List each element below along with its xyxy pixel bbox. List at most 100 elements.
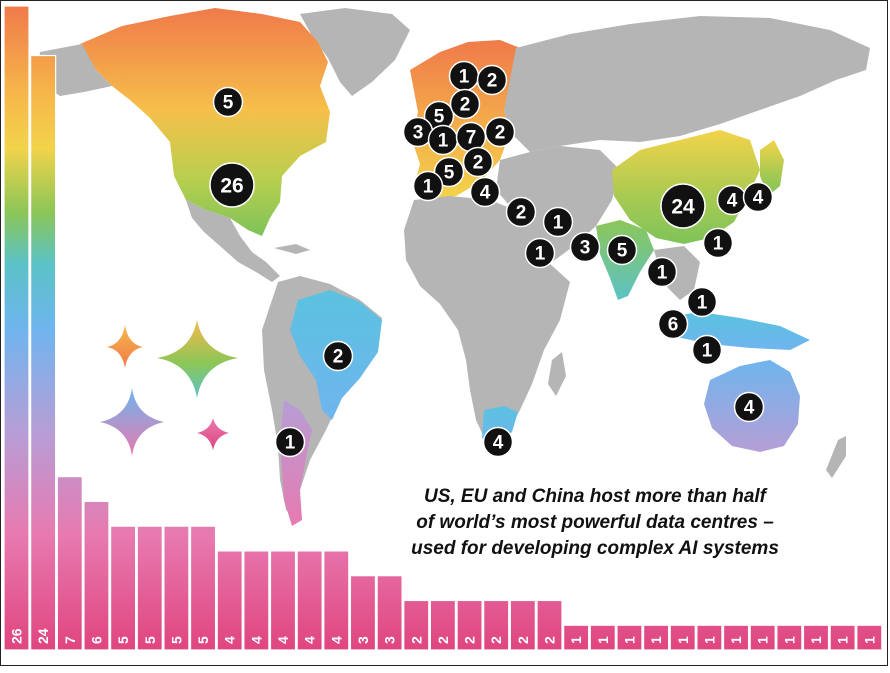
bar-argentina — [563, 624, 590, 651]
map-marker-value: 2 — [460, 95, 471, 116]
bar-value-label: 24 — [35, 628, 51, 644]
bar-south-korea — [349, 575, 377, 651]
map-marker-value: 24 — [671, 196, 695, 219]
bar-japan — [243, 550, 270, 651]
map-marker-value: 26 — [220, 175, 243, 198]
map-marker — [412, 170, 444, 202]
bar-value-label: 2 — [542, 636, 558, 644]
map-marker-value: 4 — [480, 183, 491, 204]
bar-singapore — [749, 624, 776, 651]
bar-value-label: 1 — [648, 636, 664, 644]
bar-value-label: 1 — [568, 636, 584, 644]
bar-value-label: 3 — [355, 636, 371, 644]
map-marker-value: 2 — [487, 71, 498, 92]
land-greenland — [300, 8, 410, 96]
bar-value-label: 6 — [88, 636, 104, 644]
map-marker — [476, 64, 508, 96]
bar-italy — [323, 550, 350, 651]
bar-uae — [829, 624, 856, 651]
land-japan — [760, 140, 784, 196]
bar-value-label: 1 — [728, 636, 744, 644]
map-marker-value: 5 — [617, 241, 628, 262]
map-marker — [742, 181, 774, 213]
bar-value-label: 1 — [755, 636, 771, 644]
map-marker-value: 1 — [697, 293, 708, 314]
bar-taiwan — [776, 624, 803, 651]
map-marker — [433, 156, 465, 188]
bar-value-label: 1 — [595, 636, 611, 644]
headline-line-2: of world’s most powerful data centres – — [416, 512, 774, 533]
map-marker-value: 4 — [493, 433, 504, 454]
bar-value-label: 2 — [462, 636, 478, 644]
bar-sweden — [536, 599, 563, 651]
bar-value-label: 5 — [195, 636, 211, 644]
map-marker-value: 4 — [727, 191, 738, 212]
map-marker — [542, 206, 574, 238]
bar-egypt — [642, 624, 670, 651]
map-marker-value: 4 — [753, 188, 764, 209]
map-marker-value: 5 — [444, 163, 455, 184]
sparkle-icon — [197, 418, 229, 450]
map-marker — [484, 116, 516, 148]
bar-value-label: 5 — [142, 636, 158, 644]
bar-series: 26 24 7 6 5 5 5 5 4 4 4 4 4 3 3 2 2 2 2 2 2 1 1 1 1 1 1 1 1 1 1 1 1 — [3, 5, 883, 651]
map-marker-value: 4 — [744, 398, 755, 419]
bar-value-label: 1 — [781, 636, 797, 644]
bar-canada — [109, 525, 137, 651]
land-madagascar — [548, 352, 566, 396]
bar-united-kingdom — [56, 476, 83, 651]
map-marker — [274, 426, 306, 458]
bar-australia — [216, 550, 243, 651]
map-marker-value: 5 — [223, 93, 234, 114]
bar-finland — [429, 599, 456, 651]
land-caribbean — [274, 244, 310, 254]
bar-vietnam — [856, 624, 883, 651]
bar-value-label: 2 — [515, 636, 531, 644]
map-marker — [691, 334, 723, 366]
map-marker — [322, 340, 354, 372]
bar-value-label: 7 — [62, 636, 78, 644]
map-marker-value: 2 — [516, 203, 527, 224]
bar-value-label: 1 — [861, 636, 877, 644]
bar-value-label: 1 — [701, 636, 717, 644]
sparkle-icon — [100, 388, 164, 456]
map-marker-value: 2 — [495, 123, 506, 144]
bar-netherlands — [269, 550, 297, 651]
map-marker — [733, 391, 765, 423]
bar-spain — [509, 599, 536, 651]
headline-line-3: used for developing complex AI systems — [411, 538, 779, 559]
bar-poland — [722, 624, 750, 651]
bar-belgium — [589, 624, 616, 651]
bar-value-label: 1 — [675, 636, 691, 644]
bar-value-label: 5 — [115, 636, 131, 644]
map-marker-value: 3 — [580, 238, 591, 259]
bar-united-states — [3, 5, 30, 651]
bar-thailand — [802, 624, 830, 651]
bar-norway — [456, 599, 483, 651]
bar-israel — [669, 624, 696, 651]
map-marker-value: 2 — [333, 347, 344, 368]
chart-headline: US, EU and China host more than half of … — [360, 484, 830, 562]
map-marker — [449, 88, 481, 120]
sparkle-decoration — [100, 320, 238, 456]
bar-value-label: 5 — [168, 636, 184, 644]
bar-value-label: 4 — [222, 636, 238, 644]
bar-czech-republic — [616, 624, 643, 651]
map-marker — [686, 286, 718, 318]
map-marker-value: 2 — [473, 153, 484, 174]
map-marker-value: 1 — [657, 263, 668, 284]
map-marker-value: 1 — [535, 244, 546, 265]
map-marker-value: 1 — [285, 433, 296, 454]
headline-line-1: US, EU and China host more than half — [423, 486, 767, 507]
bar-india — [189, 525, 217, 651]
map-marker — [209, 162, 255, 208]
bar-germany — [83, 500, 110, 651]
bar-value-label: 2 — [488, 636, 504, 644]
map-marker — [657, 308, 689, 340]
bar-france — [136, 525, 163, 651]
bar-value-label: 4 — [302, 636, 318, 644]
bar-value-label: 26 — [9, 628, 25, 644]
